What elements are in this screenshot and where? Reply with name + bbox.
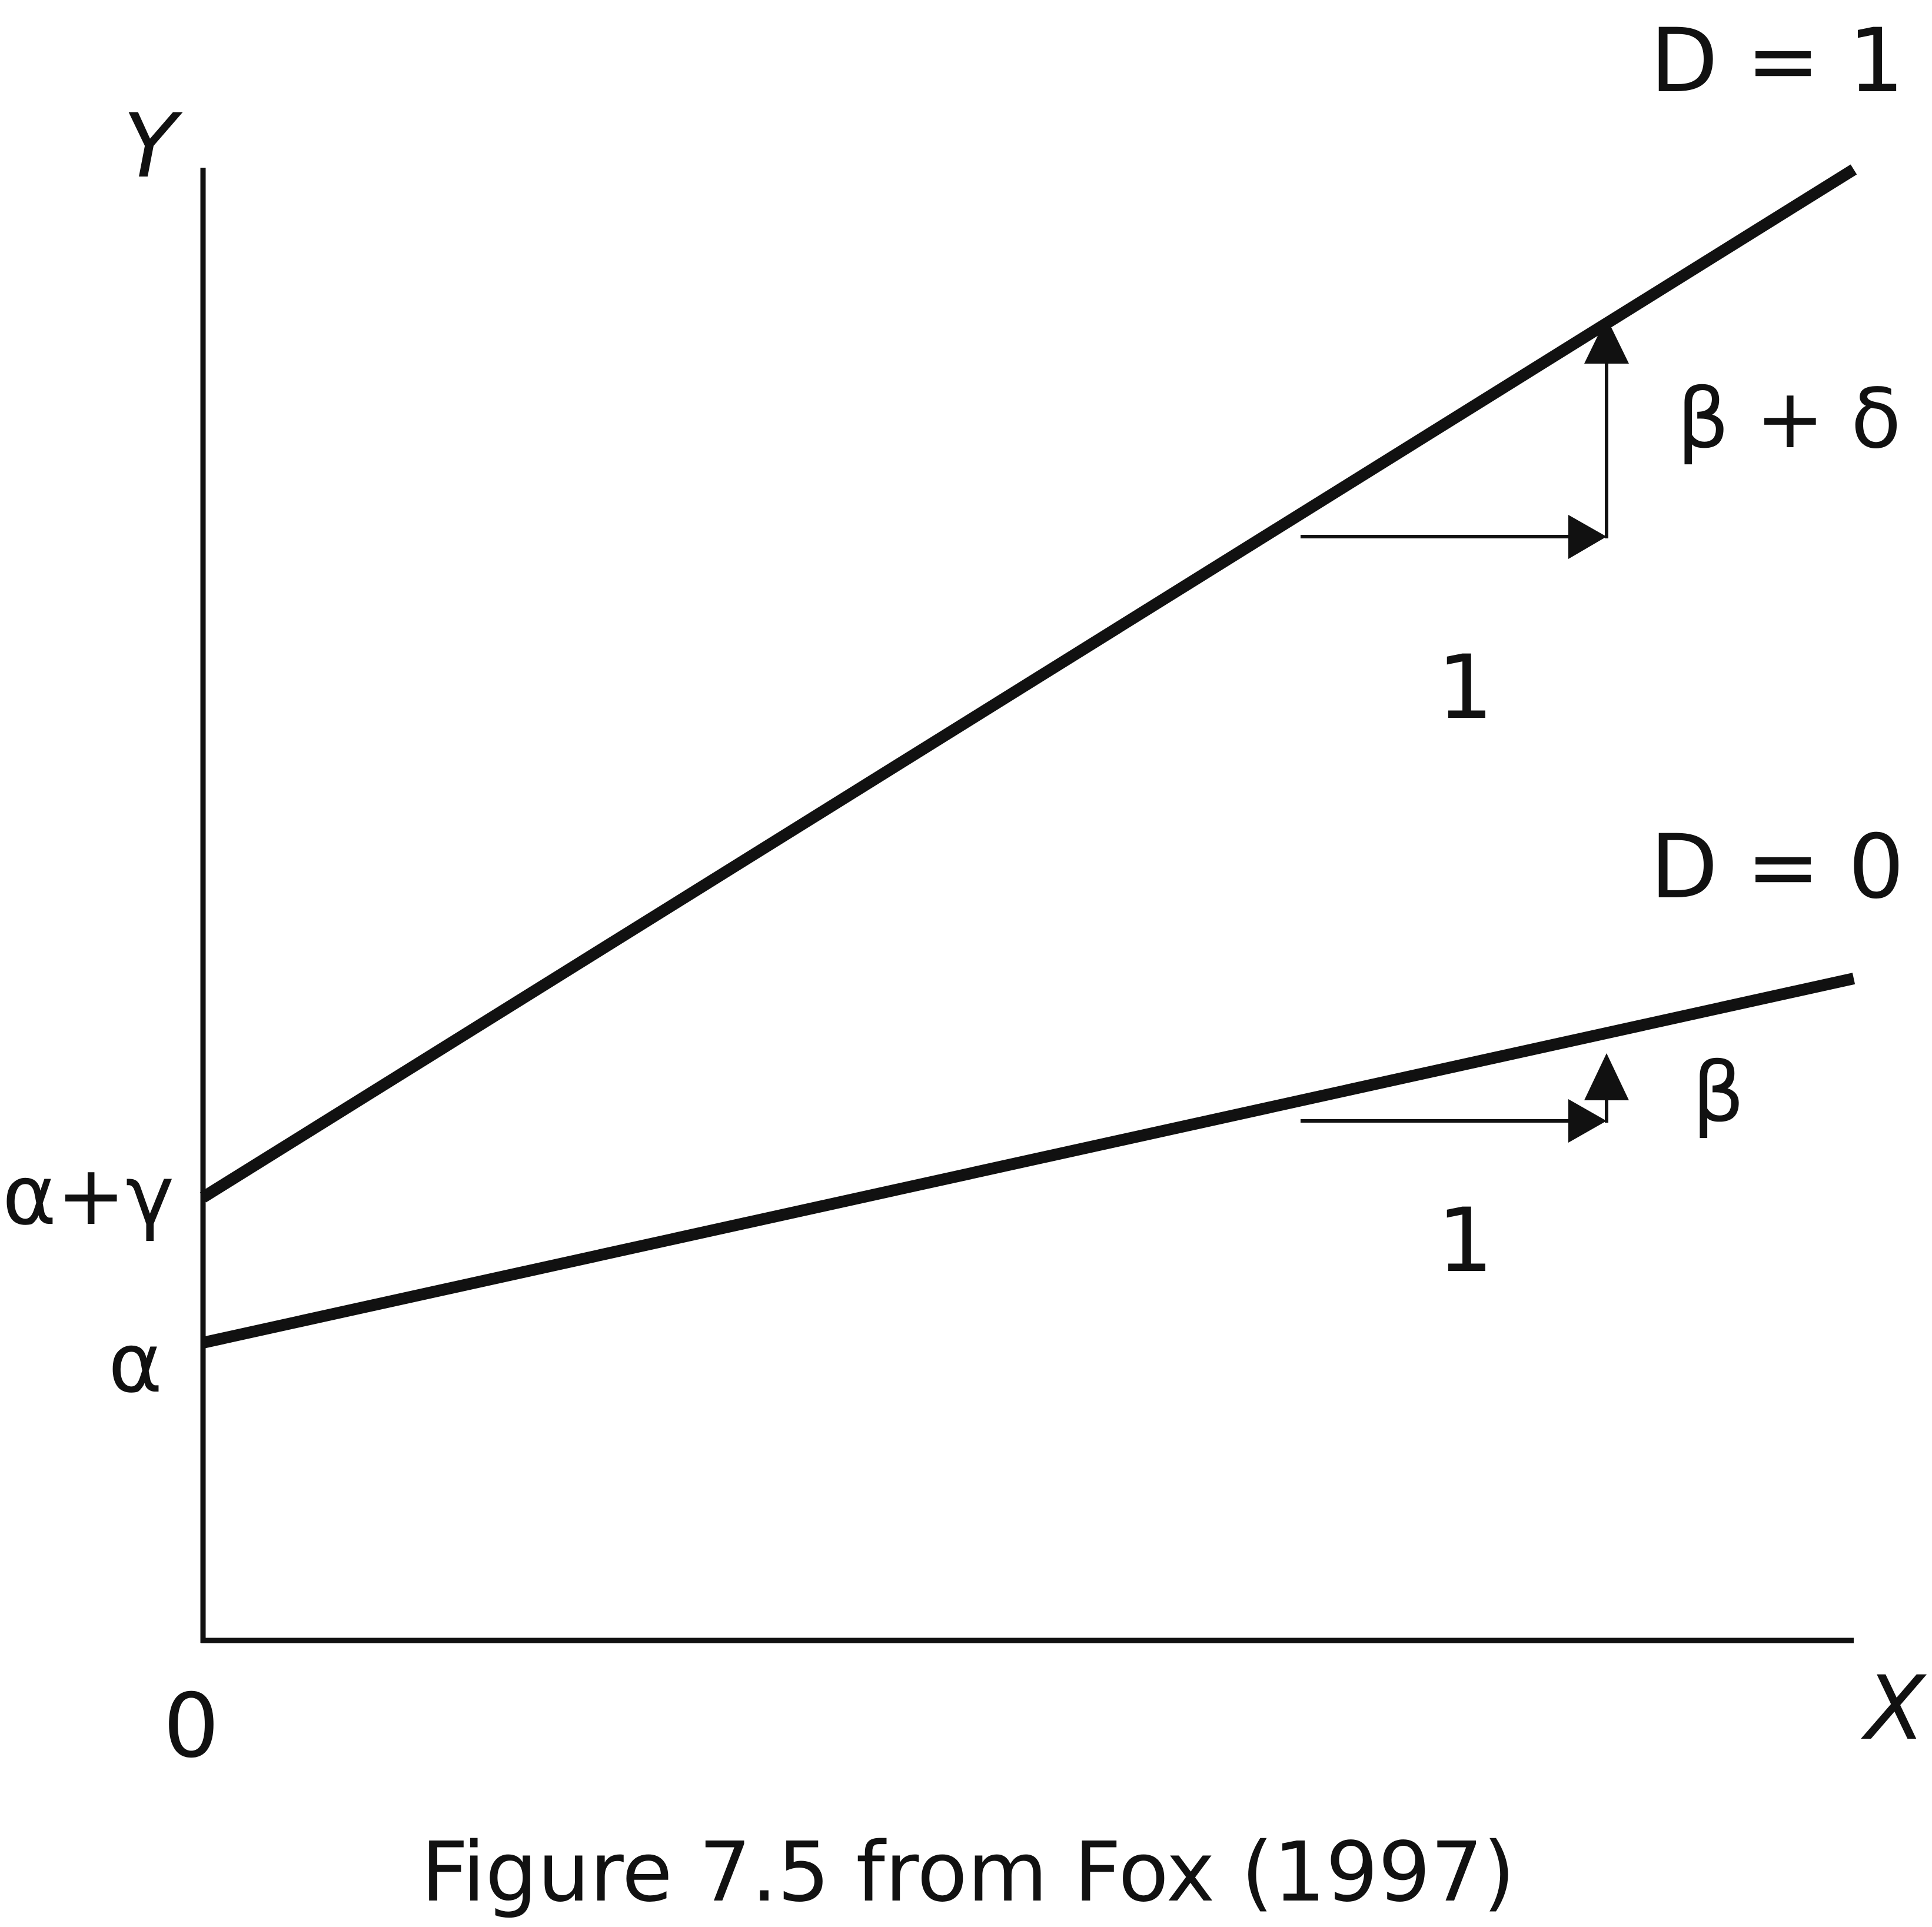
y-axis-label: Y: [123, 95, 183, 198]
figure-caption: Figure 7.5 from Fox (1997): [421, 1825, 1515, 1921]
run-label-d0: 1: [1437, 1190, 1493, 1292]
intercept-label-d1: α+γ: [2, 1148, 174, 1244]
line-d0: [201, 973, 1855, 1349]
intercept-label-d0: α: [108, 1316, 162, 1412]
origin-label: 0: [163, 1675, 219, 1778]
line-label-d1: D = 1: [1650, 10, 1904, 112]
line-d1: [199, 164, 1857, 1203]
rise-arrowhead-d0: [1584, 1053, 1629, 1100]
x-axis-label: X: [1861, 1658, 1927, 1760]
run-arrowhead-d0: [1568, 1099, 1607, 1143]
run-arrowhead-d1: [1568, 515, 1607, 559]
slope-label-d1: β + δ: [1677, 371, 1901, 467]
run-label-d1: 1: [1437, 637, 1493, 739]
slope-label-d0: β: [1692, 1045, 1744, 1141]
rise-arrowhead-d1: [1584, 318, 1629, 364]
line-label-d0: D = 0: [1650, 816, 1904, 918]
